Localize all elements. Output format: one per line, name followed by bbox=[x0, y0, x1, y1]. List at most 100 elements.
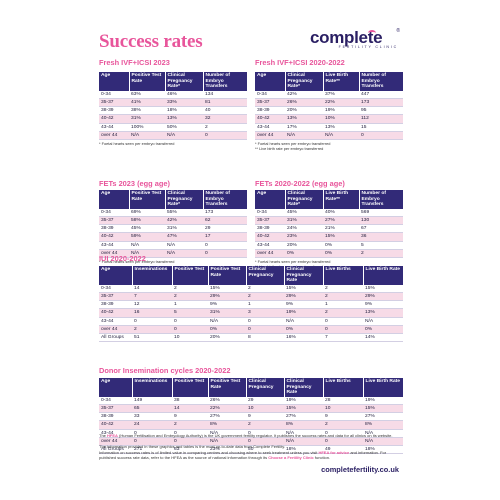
footnote: * Foetal hearts seen per embryo transfer… bbox=[255, 141, 331, 146]
table-cell: 569 bbox=[359, 208, 403, 217]
table-cell: 0% bbox=[285, 249, 323, 259]
column-header: Age bbox=[255, 72, 286, 91]
table-cell: 37% bbox=[323, 90, 359, 99]
table-cell: 35-37 bbox=[255, 216, 285, 226]
table-cell: 27% bbox=[284, 412, 323, 422]
table-cell: 28 bbox=[323, 396, 363, 405]
table-cell: 0-34 bbox=[255, 90, 285, 99]
table-row: 35-37 31% 27% 130 bbox=[255, 216, 403, 226]
table-cell: 38% bbox=[129, 106, 165, 116]
table-cell: 15% bbox=[363, 284, 403, 293]
website-link[interactable]: completefertility.co.uk bbox=[321, 465, 399, 474]
table-cell: 62 bbox=[203, 216, 247, 226]
table-cell: over 44 bbox=[99, 325, 132, 335]
table-row: 35-37 7 2 29% 2 29% 2 29% bbox=[99, 292, 403, 302]
column-header: Clinical Pregnancy Rate bbox=[284, 266, 324, 285]
table-cell: 43-44 bbox=[99, 241, 129, 250]
table-row: 38-39 24% 21% 67 bbox=[255, 224, 403, 234]
section-title-iui: IUI 2020-2022 bbox=[99, 254, 146, 263]
table-cell: N/A bbox=[129, 249, 165, 259]
table-row: 43-44 100% 50% 2 bbox=[99, 123, 247, 132]
table-cell: 35-37 bbox=[99, 404, 132, 414]
table-cell: 0 bbox=[203, 131, 247, 141]
table-cell: 19% bbox=[323, 106, 359, 116]
complete-fertility-logo: complete ® FERTILITY CLINIC bbox=[310, 28, 400, 56]
hfea-advice-link[interactable]: HFEA for advice bbox=[318, 450, 350, 455]
table-cell: N/A bbox=[284, 429, 323, 438]
table-cell: 2 bbox=[132, 325, 172, 335]
table-row: 43-44 N/A N/A 0 bbox=[99, 241, 247, 250]
table-row: over 44 2 0 0% 0 0% 0 0% bbox=[99, 325, 403, 335]
column-header: Positive Test Rate bbox=[129, 72, 166, 91]
table-cell: 81 bbox=[203, 98, 247, 108]
table-cell: 40-42 bbox=[99, 308, 132, 318]
table-cell: 38-39 bbox=[99, 300, 132, 310]
table-row: 38-39 20% 19% 95 bbox=[255, 106, 403, 116]
table-cell: over 44 bbox=[255, 131, 285, 141]
table-cell: 5 bbox=[359, 241, 403, 250]
table-cell: 2 bbox=[172, 420, 208, 430]
table-cell: N/A bbox=[129, 241, 165, 250]
table-cell: 173 bbox=[203, 208, 247, 217]
table-cell: over 44 bbox=[99, 131, 129, 141]
table-cell: 0% bbox=[208, 325, 246, 335]
table-cell: 15% bbox=[208, 284, 246, 293]
column-header: Positive Test bbox=[172, 266, 209, 285]
table-cell: 173 bbox=[359, 98, 403, 108]
hfea-link[interactable]: HFEA bbox=[107, 433, 118, 438]
table-cell: 29% bbox=[208, 292, 246, 302]
table-cell: 31% bbox=[285, 216, 323, 226]
table-cell: 43-44 bbox=[99, 429, 132, 438]
table-cell: N/A bbox=[208, 317, 246, 326]
table-row: 0-34 42% 37% 447 bbox=[255, 90, 403, 99]
table-cell: 0 bbox=[172, 325, 208, 335]
table-cell: 35-37 bbox=[99, 216, 129, 226]
column-header: Clinical Pregnancy Rate* bbox=[285, 72, 324, 91]
table-cell: 15% bbox=[284, 284, 323, 293]
table-cell: 0-34 bbox=[99, 396, 132, 405]
table-cell: 23% bbox=[285, 232, 323, 242]
table-cell: 3 bbox=[246, 308, 284, 318]
table-cell: 42% bbox=[285, 90, 323, 99]
table-cell: 58% bbox=[129, 216, 165, 226]
logo-subtitle: FERTILITY CLINIC bbox=[338, 45, 398, 49]
table-cell: 0 bbox=[132, 429, 172, 438]
table-cell: 0 bbox=[246, 437, 284, 447]
table-cell: 16% bbox=[284, 333, 323, 343]
footnote: ** Live birth rate per embryo transferre… bbox=[255, 145, 324, 151]
table-cell: 43-44 bbox=[99, 317, 132, 326]
table-cell: 112 bbox=[359, 114, 403, 124]
table-cell: N/A bbox=[129, 131, 165, 141]
table-cell: 17 bbox=[203, 232, 247, 242]
column-header: Age bbox=[99, 190, 130, 209]
column-header: Age bbox=[99, 378, 133, 397]
table-cell: 63% bbox=[129, 90, 165, 99]
table-cell: 0 bbox=[323, 437, 363, 447]
table-row: 35-37 26% 22% 173 bbox=[255, 98, 403, 108]
table-row: over 44 N/A N/A 0 bbox=[99, 131, 247, 141]
table-cell: 31% bbox=[129, 114, 165, 124]
column-header: Live Births bbox=[323, 378, 364, 397]
column-header: Live Birth Rate bbox=[363, 266, 404, 285]
table-row: 43-44 20% 0% 5 bbox=[255, 241, 403, 250]
table-cell: N/A bbox=[165, 131, 203, 141]
table-cell: 40% bbox=[323, 208, 359, 217]
table-row: 43-44 17% 13% 15 bbox=[255, 123, 403, 132]
table-row: 38-39 38% 18% 40 bbox=[99, 106, 247, 116]
table-cell: 24 bbox=[132, 420, 172, 430]
table-fet-2020-2022: Age Clinical Pregnancy Rate* Live Birth Ra… bbox=[255, 190, 404, 259]
table-cell: 40-42 bbox=[255, 114, 285, 124]
table-header-row: Age Inseminations Positive Test Positive Te… bbox=[99, 266, 404, 285]
table-cell: 0 bbox=[323, 325, 363, 335]
table-cell: 20% bbox=[208, 333, 246, 343]
table-cell: 14% bbox=[363, 333, 403, 343]
table-cell: 0% bbox=[323, 241, 359, 250]
column-header: Clinical Pregnancy bbox=[246, 266, 285, 285]
table-row: 0-34 149 38 26% 29 19% 28 19% bbox=[99, 396, 403, 405]
table-cell: 13% bbox=[165, 114, 203, 124]
table-header-row: Age Clinical Pregnancy Rate* Live Birth Ra… bbox=[255, 190, 404, 209]
table-row: 40-42 24 2 8% 2 8% 2 8% bbox=[99, 420, 403, 430]
column-header: Positive Test bbox=[172, 378, 209, 397]
table-cell: 130 bbox=[359, 216, 403, 226]
choose-clinic-link[interactable]: Choose a Fertility Clinic bbox=[268, 455, 314, 460]
